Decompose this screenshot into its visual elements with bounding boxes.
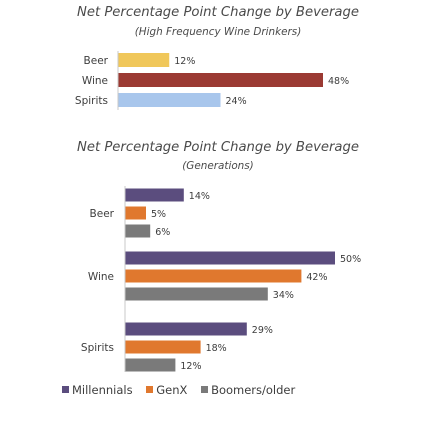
chart-2-subtitle: (Generations) (182, 160, 254, 172)
legend-swatch-millennials (62, 386, 69, 393)
chart-2-bar-spirits-millennials (125, 322, 247, 336)
chart-1-category-beer: Beer (84, 55, 109, 67)
chart-2-bar-spirits-genx (125, 340, 201, 354)
legend-label-millennials: Millennials (72, 383, 133, 397)
chart-2-bar-beer-genx (125, 206, 146, 220)
chart-2-value-label-spirits-genx: 18% (206, 343, 227, 354)
chart-1-value-label-beer: 12% (174, 56, 195, 67)
chart-2-value-label-wine-millennials: 50% (340, 254, 361, 265)
legend-item-millennials: Millennials (62, 383, 133, 397)
chart-2-bar-spirits-boomers-older (125, 358, 176, 372)
chart-1-subtitle: (High Frequency Wine Drinkers) (134, 26, 302, 38)
legend-swatch-genx (146, 386, 154, 393)
chart-2-category-spirits: Spirits (81, 342, 114, 354)
chart-1-category-wine: Wine (82, 75, 108, 87)
chart-2-value-label-beer-genx: 5% (151, 209, 166, 220)
chart-2-title: Net Percentage Point Change by Beverage (77, 140, 359, 155)
chart-2-value-label-beer-millennials: 14% (189, 191, 210, 202)
chart-2-bar-wine-millennials (125, 251, 335, 265)
chart-2-category-wine: Wine (88, 271, 114, 283)
legend-label-boomers: Boomers/older (211, 383, 296, 397)
legend-swatch-boomers (201, 386, 209, 393)
chart-1-title: Net Percentage Point Change by Beverage (77, 5, 359, 20)
chart-1-bar-wine (118, 73, 323, 87)
chart-2-value-label-spirits-millennials: 29% (252, 325, 273, 336)
chart-2-value-label-spirits-boomers-older: 12% (180, 361, 201, 372)
chart-1-value-label-spirits: 24% (226, 96, 247, 107)
chart-1-bar-beer (118, 53, 170, 67)
chart-1-category-spirits: Spirits (75, 95, 108, 107)
legend-label-genx: GenX (156, 383, 188, 397)
chart-2-value-label-wine-boomers-older: 34% (273, 290, 294, 301)
chart-2-bar-wine-genx (125, 269, 302, 283)
chart-2-bar-beer-boomers-older (125, 224, 151, 238)
legend-item-genx: GenX (146, 383, 187, 397)
chart-2-bar-wine-boomers-older (125, 287, 268, 301)
chart-2-category-beer: Beer (90, 208, 115, 220)
chart-1-bar-spirits (118, 93, 221, 107)
legend-item-boomers: Boomers/older (201, 383, 295, 397)
legend: Millennials GenX Boomers/older (62, 383, 305, 397)
chart-1-value-label-wine: 48% (328, 76, 349, 87)
chart-2-value-label-wine-genx: 42% (306, 272, 327, 283)
chart-2-value-label-beer-boomers-older: 6% (155, 227, 170, 238)
chart-2-bar-beer-millennials (125, 188, 184, 202)
